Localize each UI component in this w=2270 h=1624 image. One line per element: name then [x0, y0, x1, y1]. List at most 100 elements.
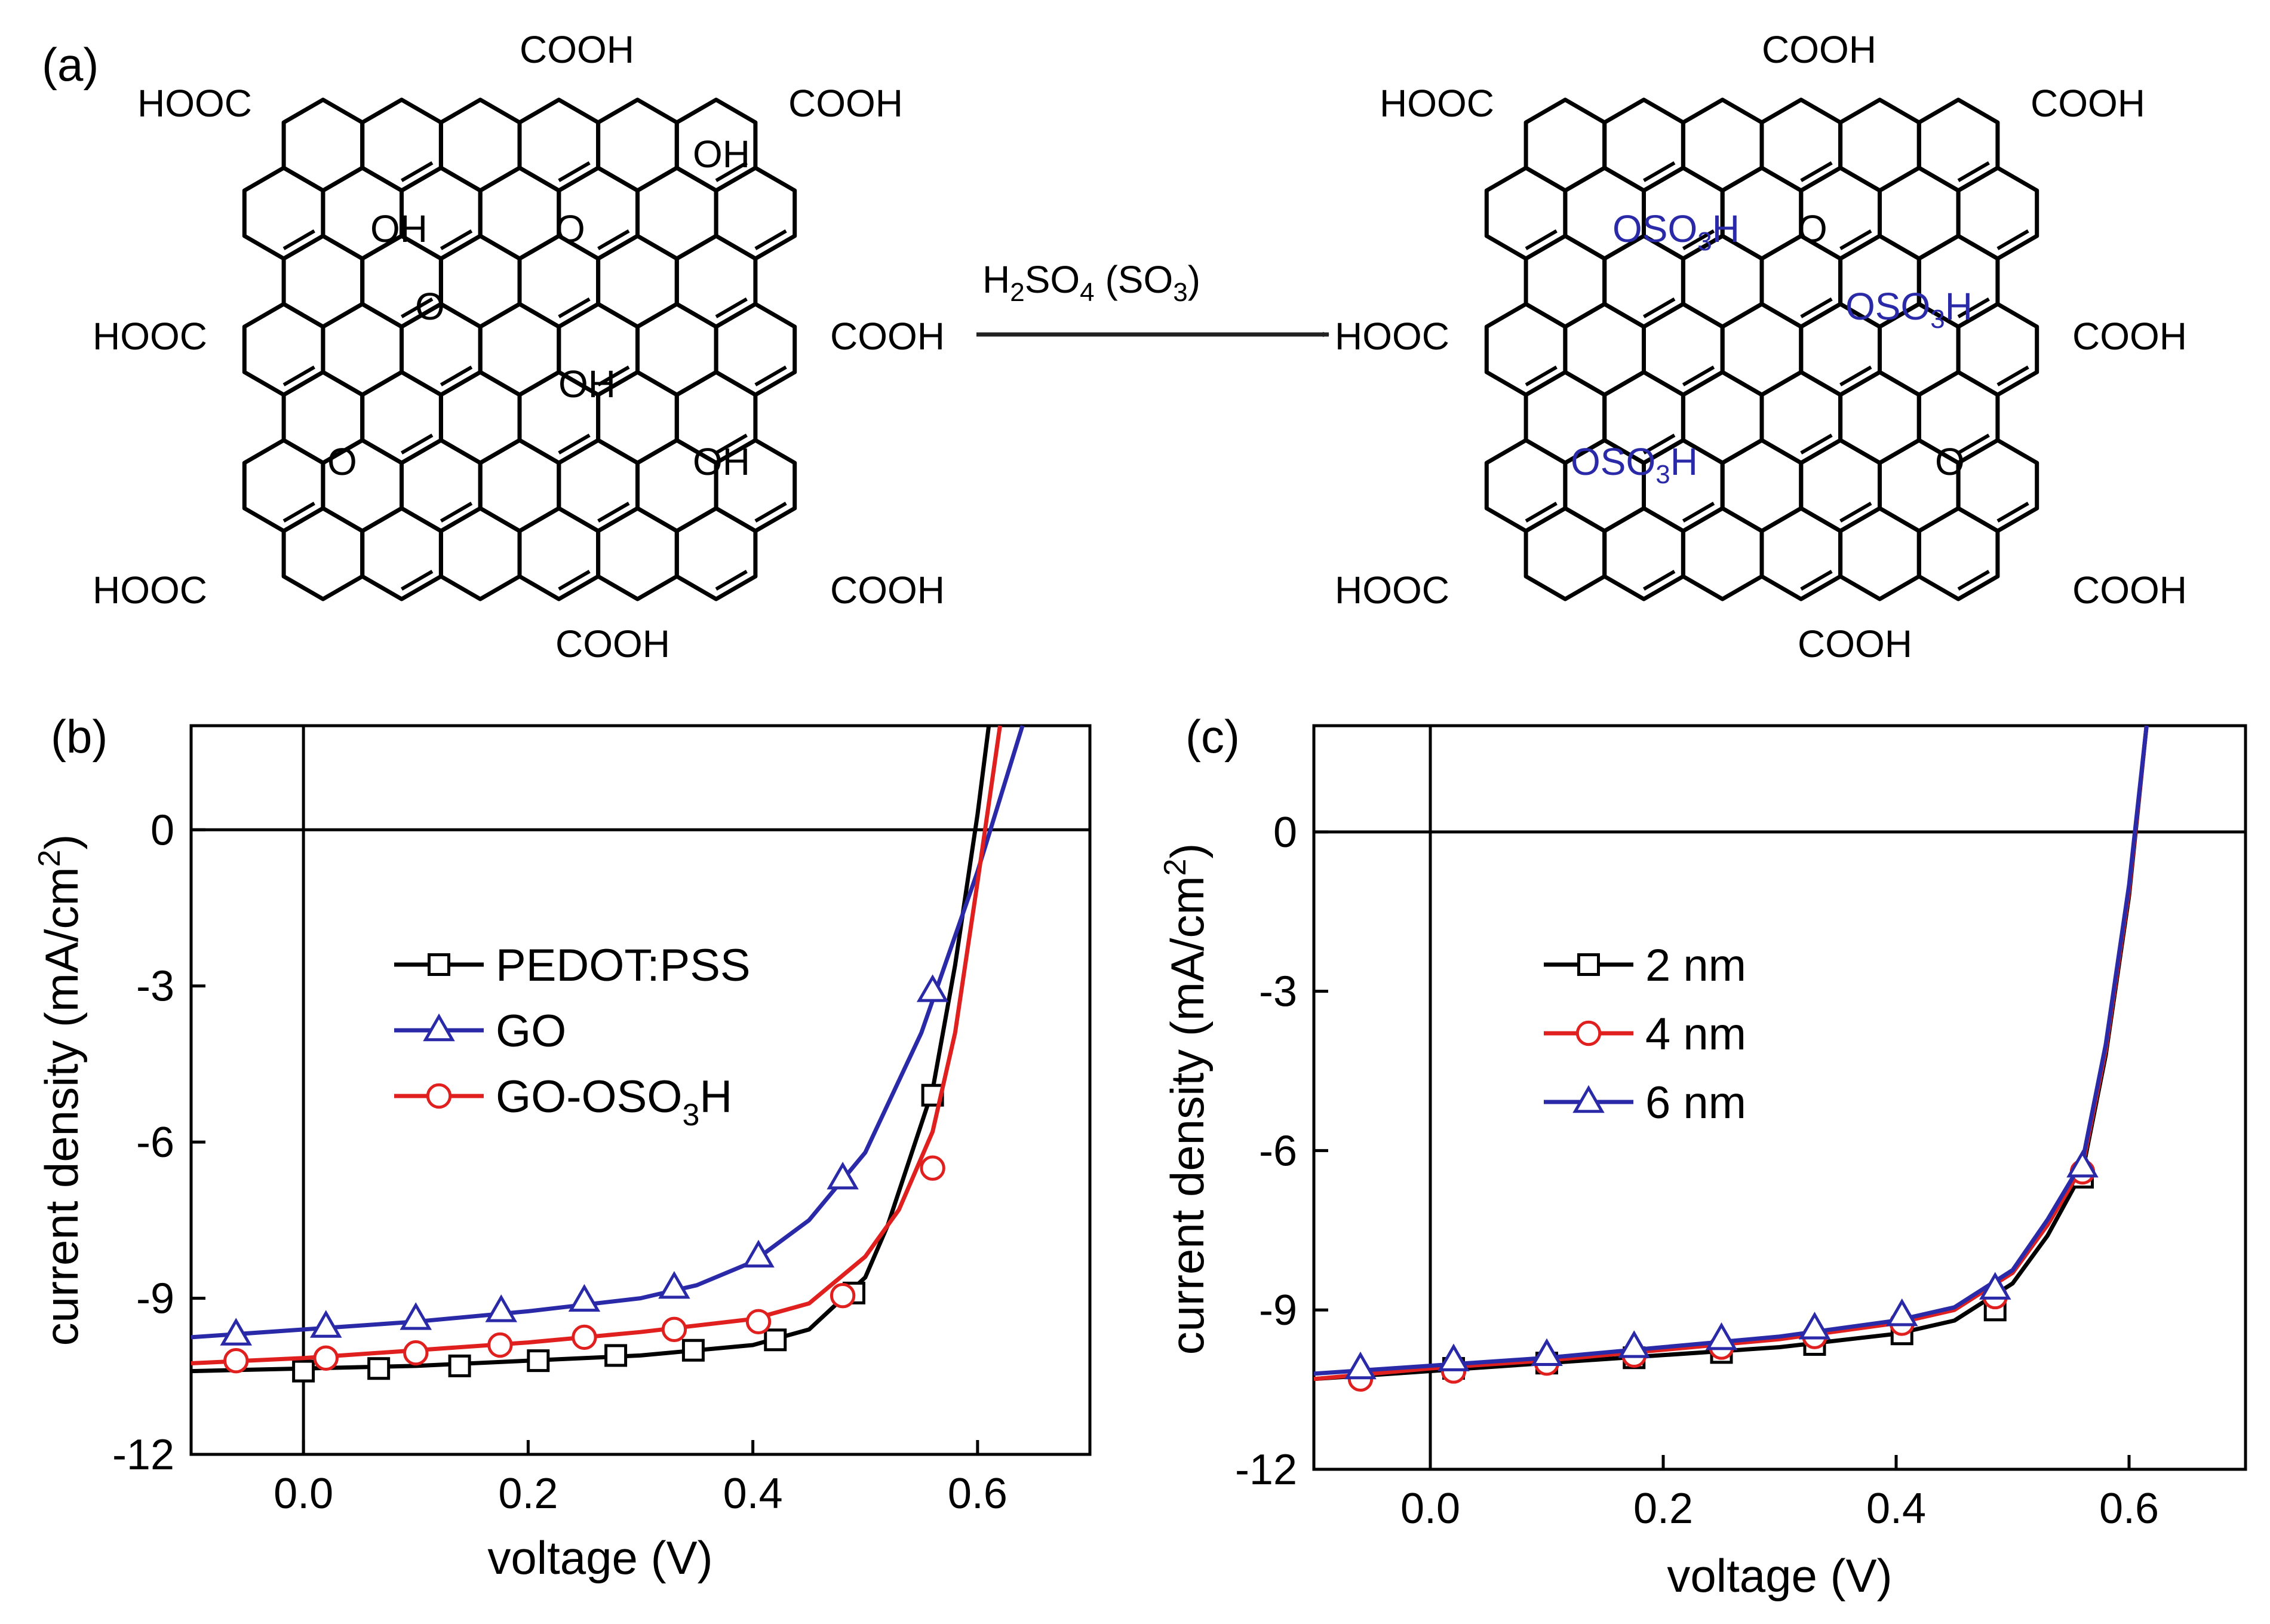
double-bond [1996, 502, 2029, 523]
data-point [313, 1345, 339, 1371]
double-bond [400, 161, 434, 182]
cooh-group: COOH [2031, 82, 2145, 125]
double-bond [597, 502, 630, 523]
epoxy-oxygen: O [1935, 440, 1965, 483]
data-point [658, 1270, 690, 1299]
double-bond [1642, 297, 1676, 318]
data-point [1575, 1020, 1602, 1046]
double-bond [558, 434, 591, 455]
double-bond [1957, 570, 1990, 591]
double-bond [440, 366, 473, 386]
double-bond [597, 366, 630, 386]
data-point [1531, 1338, 1563, 1367]
y-tick-labels: 0 -3 -6 -9 -12 [1235, 809, 1297, 1494]
hexagon-ring [1838, 506, 1921, 601]
hydroxyl-group: OH [693, 133, 750, 176]
legend-item-pedot-pss: PEDOT:PSS [394, 940, 751, 991]
sulfonate-group: OSO3H [1845, 285, 1973, 334]
legend-label: GO [496, 1006, 566, 1057]
hexagon-ring [281, 506, 365, 601]
data-point [1798, 1312, 1831, 1340]
legend-item-2nm: 2 nm [1544, 940, 1746, 991]
data-point [1577, 953, 1600, 976]
sulfonated-graphene-oxide-structure: COOH HOOC COOH HOOC COOH HOOC COOH COOH … [1335, 28, 2187, 665]
double-bond [282, 502, 315, 523]
y-tick-label: 0 [150, 806, 174, 854]
cooh-group: COOH [555, 622, 670, 665]
legend-item-4nm: 4 nm [1544, 1009, 1746, 1060]
hooc-group: HOOC [1335, 315, 1449, 358]
legend-label: 4 nm [1645, 1009, 1746, 1060]
double-bond [715, 570, 748, 591]
legend-item-go: GO [394, 1006, 566, 1057]
double-bond [400, 297, 434, 318]
epoxy-oxygen: O [415, 285, 445, 328]
double-bond [558, 161, 591, 182]
graphene-oxide-structure: COOH HOOC COOH HOOC COOH HOOC COOH COOH … [93, 28, 945, 665]
double-bond [1682, 229, 1715, 250]
x-tick-label: 0.2 [1633, 1485, 1693, 1533]
data-point [527, 1349, 550, 1373]
epoxy-oxygen: O [327, 440, 357, 483]
epoxy-oxygen: O [1798, 207, 1827, 250]
double-bond [1682, 502, 1715, 523]
double-bond [1839, 229, 1872, 250]
double-bond [1642, 570, 1676, 591]
double-bond [1957, 434, 1990, 455]
epoxy-oxygen: O [555, 207, 585, 250]
y-axis-title: current density (mA/cm2) [1158, 843, 1214, 1355]
legend: 2 nm 4 nm 6 nm [1544, 940, 1746, 1128]
cooh-group: COOH [2072, 569, 2187, 612]
double-bond [754, 502, 787, 523]
legend-item-6nm: 6 nm [1544, 1077, 1746, 1128]
hooc-group: HOOC [137, 82, 252, 125]
legend-item-go-oso3h: GO-OSO3H [394, 1072, 732, 1132]
y-tick-label: -6 [136, 1119, 174, 1166]
data-point [423, 1013, 455, 1042]
series-pedot-pss [191, 725, 991, 1383]
double-bond [754, 366, 787, 386]
series-line [191, 725, 991, 1374]
cooh-group: COOH [830, 569, 945, 612]
panel-a-scheme: (a) COOH HOOC COOH HOOC COOH HOOC COOH C… [42, 28, 2187, 665]
double-bond [1800, 161, 1833, 182]
panel-c-label: (c) [1185, 710, 1240, 763]
hexagon-ring [1916, 506, 2000, 601]
double-bond [754, 229, 787, 250]
panel-b-label: (b) [51, 710, 107, 763]
data-point [220, 1318, 253, 1346]
series-go [191, 724, 1025, 1346]
hooc-group: HOOC [93, 315, 207, 358]
x-tick-label: 0.0 [274, 1470, 333, 1518]
x-tick-label: 0.2 [498, 1470, 558, 1518]
y-tick-label: -9 [1259, 1287, 1297, 1334]
double-bond [440, 502, 473, 523]
data-point [1979, 1272, 2011, 1300]
hydroxyl-group: OH [693, 440, 750, 483]
double-bond [400, 434, 434, 455]
double-bond [440, 229, 473, 250]
double-bond [1525, 366, 1558, 386]
data-point [2066, 1149, 2099, 1178]
series-go-oso3h [191, 725, 1002, 1374]
double-bond [1957, 161, 1990, 182]
double-bond [715, 297, 748, 318]
data-point [916, 974, 949, 1002]
y-tick-labels: 0 -3 -6 -9 -12 [112, 806, 174, 1479]
hexagon-ring [438, 506, 522, 601]
data-point [426, 1083, 452, 1109]
x-tick-label: 0.4 [1866, 1485, 1926, 1533]
data-point [764, 1328, 787, 1352]
legend: PEDOT:PSS GO GO-OSO3H [394, 940, 751, 1132]
panel-a-label: (a) [42, 38, 99, 91]
data-point [1705, 1322, 1738, 1350]
series-group [191, 724, 1025, 1383]
data-point [604, 1344, 628, 1367]
cooh-group: COOH [520, 28, 634, 71]
reaction-arrow: H2SO4 (SO3) [976, 258, 1330, 337]
y-tick-label: -12 [1235, 1446, 1297, 1494]
y-tick-label: -3 [1259, 968, 1297, 1016]
hydroxyl-group: OH [558, 363, 616, 406]
double-bond [1800, 570, 1833, 591]
double-bond [282, 229, 315, 250]
